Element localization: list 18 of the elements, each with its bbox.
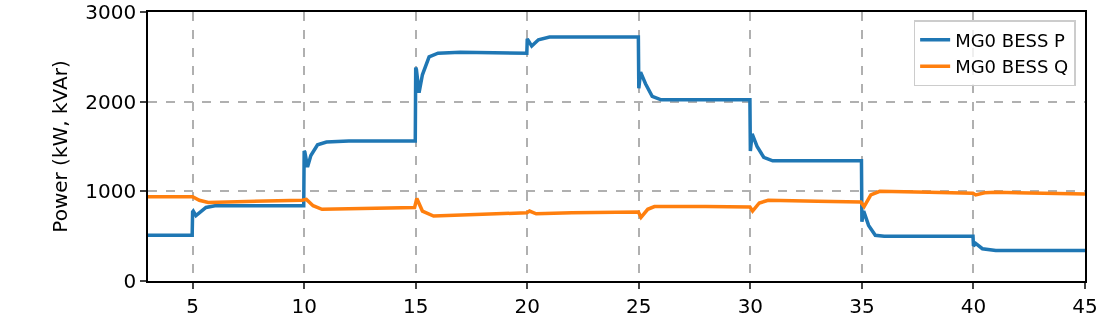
legend-label: MG0 BESS P — [955, 29, 1066, 51]
x-tick-label: 10 — [291, 293, 317, 318]
x-tick-label: 40 — [960, 293, 987, 318]
legend-label: MG0 BESS Q — [955, 56, 1069, 78]
x-tick-label: 5 — [186, 293, 199, 318]
x-tick-label: 35 — [849, 293, 875, 318]
y-tick-label: 3000 — [85, 0, 137, 24]
x-tick-label: 20 — [514, 293, 540, 318]
x-tick-label: 45 — [1072, 293, 1098, 318]
line-series — [148, 35, 1085, 253]
y-axis-title: Power (kW, kVAr) — [48, 60, 73, 233]
x-tick-label: 25 — [626, 293, 652, 318]
y-tick-label: 2000 — [85, 89, 137, 114]
line-series — [148, 189, 1085, 220]
x-tick-label: 15 — [402, 293, 429, 318]
x-tick-label: 30 — [737, 293, 764, 318]
y-tick-label: 0 — [123, 269, 137, 293]
y-tick-label: 1000 — [85, 179, 137, 204]
